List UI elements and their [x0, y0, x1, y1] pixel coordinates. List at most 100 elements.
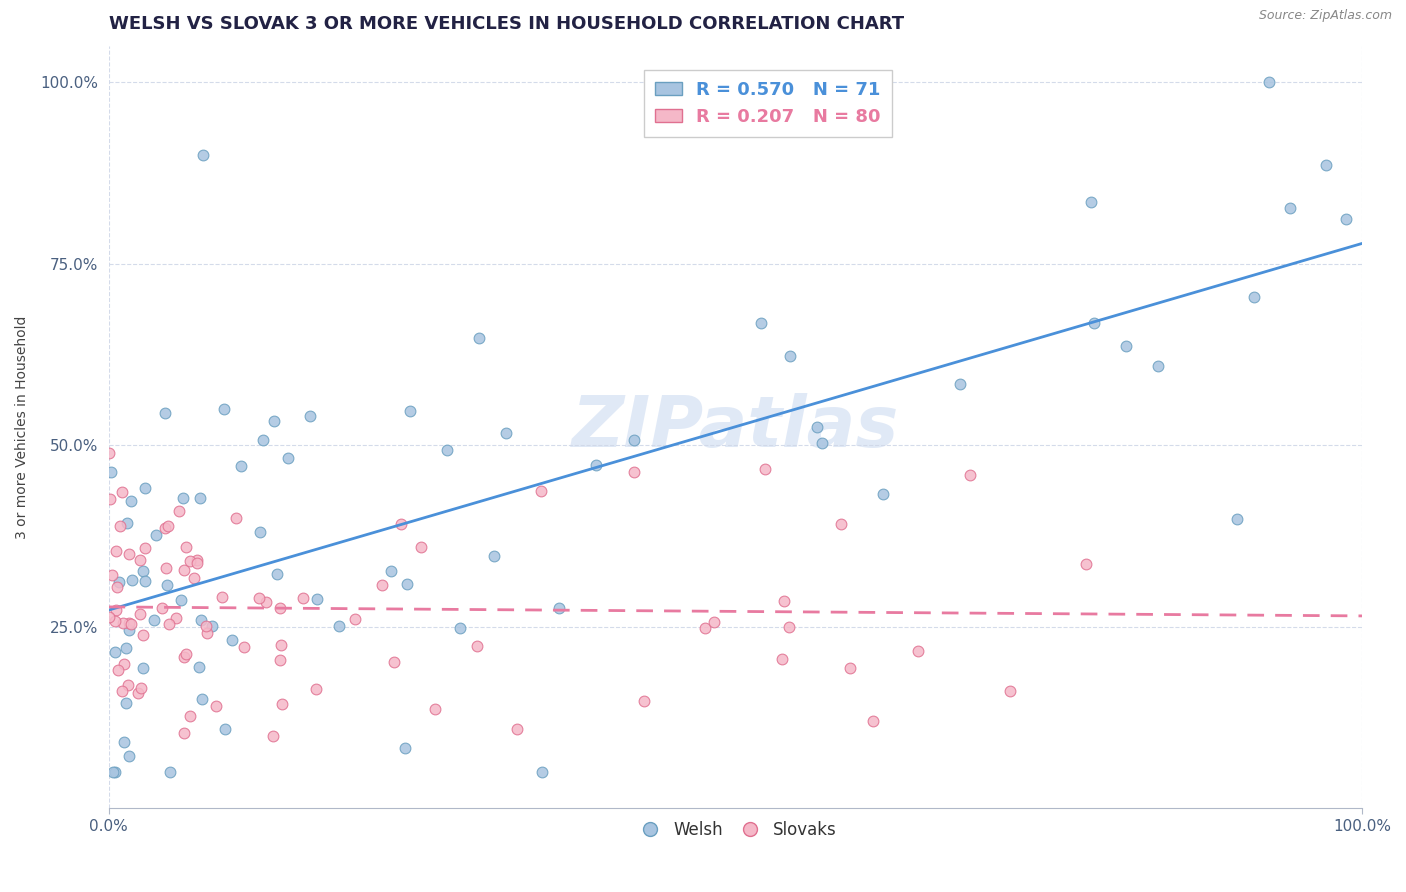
Slovaks: [778, 619, 800, 633]
Slovaks: [269, 652, 291, 666]
Slovaks: [830, 517, 852, 532]
Welsh: [395, 577, 418, 591]
Welsh: [1315, 159, 1337, 173]
Slovaks: [423, 702, 446, 716]
Welsh: [531, 765, 554, 780]
Slovaks: [262, 729, 284, 743]
Slovaks: [959, 468, 981, 483]
Welsh: [121, 573, 143, 587]
Welsh: [380, 564, 402, 578]
Welsh: [118, 623, 141, 637]
Slovaks: [129, 553, 152, 567]
Welsh: [188, 491, 211, 505]
Welsh: [187, 660, 209, 674]
Welsh: [159, 765, 181, 780]
Slovaks: [111, 615, 134, 630]
Slovaks: [292, 591, 315, 605]
Welsh: [132, 564, 155, 578]
Slovaks: [104, 543, 127, 558]
Slovaks: [105, 580, 128, 594]
Welsh: [623, 433, 645, 447]
Slovaks: [770, 651, 793, 665]
Slovaks: [120, 617, 142, 632]
Welsh: [214, 722, 236, 736]
Slovaks: [118, 547, 141, 561]
Welsh: [170, 593, 193, 607]
Slovaks: [754, 462, 776, 476]
Welsh: [1243, 289, 1265, 303]
Slovaks: [111, 485, 134, 500]
Welsh: [229, 459, 252, 474]
Slovaks: [173, 650, 195, 665]
Slovaks: [195, 626, 218, 640]
Slovaks: [269, 600, 291, 615]
Welsh: [252, 433, 274, 447]
Welsh: [118, 748, 141, 763]
Welsh: [114, 641, 136, 656]
Welsh: [1083, 316, 1105, 330]
Welsh: [134, 574, 156, 589]
Welsh: [305, 591, 328, 606]
Welsh: [449, 621, 471, 635]
Welsh: [949, 376, 972, 391]
Welsh: [1336, 211, 1358, 226]
Slovaks: [97, 446, 120, 460]
Welsh: [394, 740, 416, 755]
Welsh: [145, 528, 167, 542]
Slovaks: [530, 484, 553, 499]
Slovaks: [695, 622, 717, 636]
Slovaks: [633, 693, 655, 707]
Welsh: [132, 660, 155, 674]
Welsh: [468, 331, 491, 345]
Welsh: [190, 613, 212, 627]
Slovaks: [389, 517, 412, 532]
Slovaks: [134, 541, 156, 555]
Text: ZIPatlas: ZIPatlas: [572, 392, 898, 461]
Slovaks: [128, 607, 150, 621]
Slovaks: [1074, 558, 1097, 572]
Slovaks: [107, 664, 129, 678]
Slovaks: [506, 723, 529, 737]
Y-axis label: 3 or more Vehicles in Household: 3 or more Vehicles in Household: [15, 316, 30, 539]
Slovaks: [233, 640, 256, 654]
Slovaks: [225, 511, 247, 525]
Slovaks: [998, 683, 1021, 698]
Slovaks: [186, 553, 208, 567]
Slovaks: [773, 594, 796, 608]
Welsh: [436, 442, 458, 457]
Slovaks: [183, 571, 205, 585]
Slovaks: [409, 540, 432, 554]
Welsh: [1258, 75, 1281, 89]
Slovaks: [382, 655, 405, 669]
Slovaks: [623, 465, 645, 479]
Welsh: [114, 696, 136, 710]
Text: Source: ZipAtlas.com: Source: ZipAtlas.com: [1258, 9, 1392, 22]
Slovaks: [104, 603, 127, 617]
Welsh: [104, 645, 127, 659]
Slovaks: [194, 619, 217, 633]
Slovaks: [173, 726, 195, 740]
Slovaks: [174, 647, 197, 661]
Welsh: [143, 613, 166, 627]
Slovaks: [167, 504, 190, 518]
Welsh: [299, 409, 322, 424]
Welsh: [100, 465, 122, 479]
Slovaks: [186, 557, 208, 571]
Welsh: [221, 632, 243, 647]
Welsh: [191, 692, 214, 706]
Slovaks: [465, 639, 488, 653]
Welsh: [328, 619, 350, 633]
Welsh: [495, 426, 517, 441]
Welsh: [1226, 511, 1249, 525]
Welsh: [811, 435, 834, 450]
Welsh: [872, 487, 894, 501]
Slovaks: [703, 615, 725, 630]
Slovaks: [205, 699, 228, 714]
Slovaks: [179, 709, 201, 723]
Legend: Welsh, Slovaks: Welsh, Slovaks: [627, 814, 844, 846]
Welsh: [172, 491, 194, 505]
Welsh: [266, 566, 288, 581]
Slovaks: [173, 563, 195, 577]
Welsh: [1147, 359, 1170, 374]
Slovaks: [111, 684, 134, 698]
